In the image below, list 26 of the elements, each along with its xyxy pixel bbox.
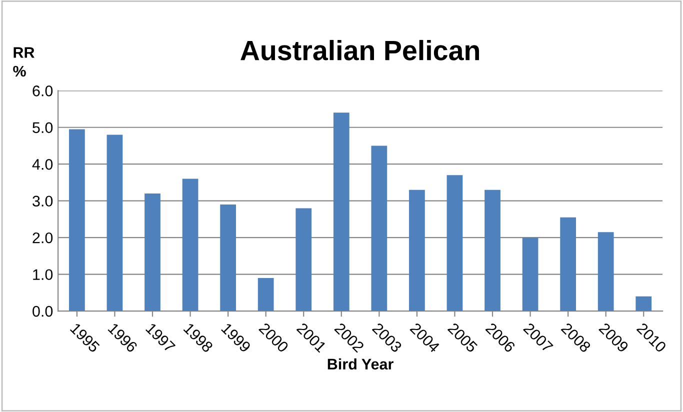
y-tick-label: 4.0: [32, 158, 53, 170]
bar: [522, 238, 538, 312]
bar: [220, 204, 236, 312]
y-tick-label: 0.0: [32, 306, 53, 317]
bar: [296, 208, 312, 312]
y-tick-label: 5.0: [32, 122, 53, 134]
bar: [446, 175, 463, 312]
y-tick-label: 3.0: [32, 196, 53, 207]
bar: [409, 190, 425, 312]
bar: [69, 129, 85, 312]
bar: [484, 190, 500, 312]
bar: [144, 194, 160, 312]
bar: [106, 134, 123, 312]
bar: [333, 112, 350, 312]
y-tick-label: 2.0: [32, 232, 53, 244]
bar: [636, 296, 652, 312]
y-axis-title: RR %: [13, 47, 34, 77]
bar: [560, 217, 576, 312]
bar: [598, 232, 614, 312]
y-tick-label: 1.0: [33, 269, 53, 280]
bar: [182, 178, 198, 312]
chart-title: Australian Pelican: [240, 40, 479, 60]
y-tick-label: 6.0: [32, 86, 53, 96]
bar: [371, 146, 388, 312]
bar: [258, 278, 274, 312]
x-axis-title: Bird Year: [328, 358, 394, 370]
